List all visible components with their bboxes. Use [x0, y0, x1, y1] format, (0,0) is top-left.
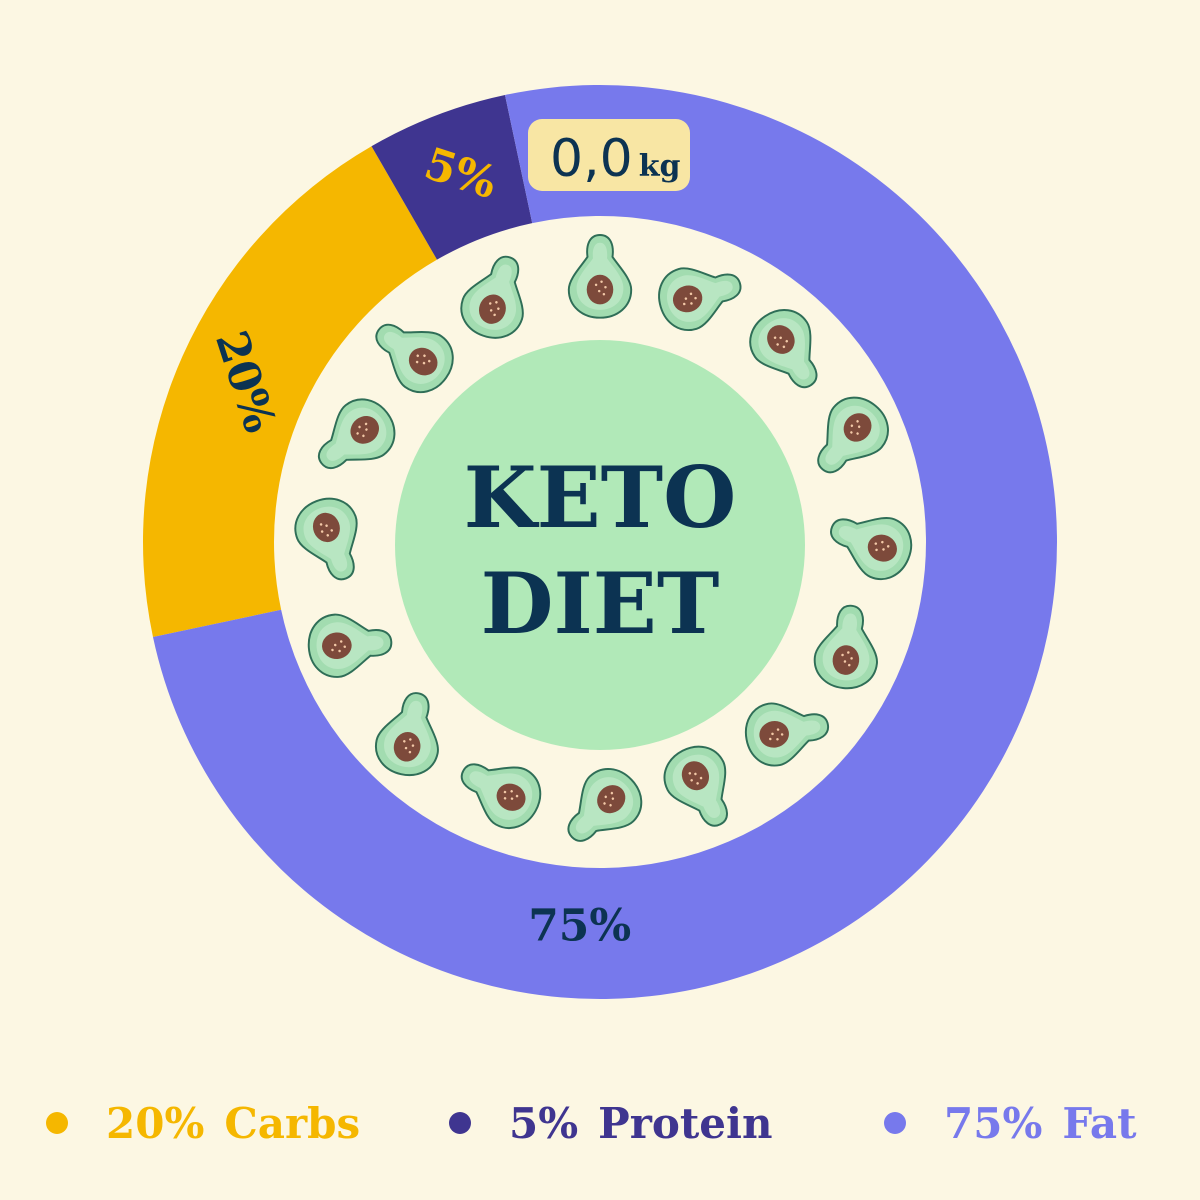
legend-item-fat: 75% Fat	[884, 1088, 1137, 1158]
weight-badge	[528, 119, 690, 191]
title-line-2: DIET	[481, 554, 720, 653]
weight-value-text: 0,0	[550, 129, 633, 189]
legend-pct-fat: 75%	[944, 1098, 1043, 1148]
legend-dot-protein	[449, 1112, 471, 1134]
legend-name-carbs: Carbs	[224, 1098, 361, 1148]
legend-name-protein: Protein	[598, 1098, 773, 1148]
legend-pct-carbs: 20%	[106, 1098, 205, 1148]
center-circle	[395, 340, 805, 750]
weight-value: 0,0 kg	[550, 129, 680, 189]
legend-dot-fat	[884, 1112, 906, 1134]
legend-item-carbs: 20% Carbs	[46, 1088, 360, 1158]
legend-pct-protein: 5%	[509, 1098, 579, 1148]
slice-label-fat: 75%	[528, 900, 631, 951]
legend-item-protein: 5% Protein	[449, 1088, 772, 1158]
weight-unit-text: kg	[639, 149, 681, 184]
slice-protein	[371, 94, 533, 260]
slice-carbs	[143, 146, 437, 638]
title-line-1: KETO	[464, 448, 737, 547]
legend-dot-carbs	[46, 1112, 68, 1134]
legend: 20% Carbs 5% Protein 75% Fat	[0, 1088, 1200, 1158]
legend-name-fat: Fat	[1062, 1098, 1137, 1148]
